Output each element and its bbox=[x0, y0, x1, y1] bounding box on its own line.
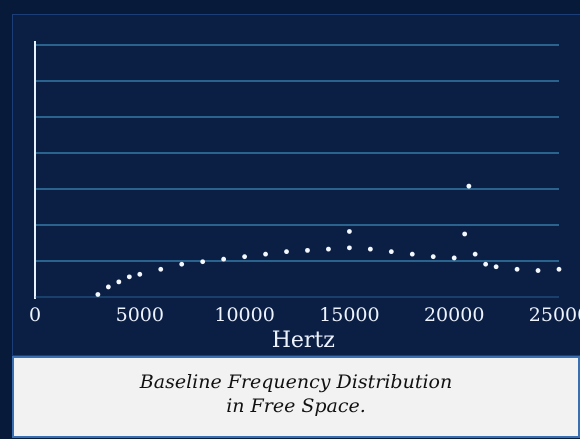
x-tick-label: 25000 bbox=[529, 304, 580, 326]
x-tick-label: 0 bbox=[29, 304, 41, 326]
data-point bbox=[451, 255, 457, 261]
data-point bbox=[430, 254, 436, 260]
data-point bbox=[409, 251, 415, 257]
data-point bbox=[388, 249, 394, 255]
data-point bbox=[284, 249, 289, 255]
x-tick-label: 15000 bbox=[319, 304, 379, 326]
data-point bbox=[126, 274, 132, 280]
data-point bbox=[158, 266, 164, 272]
chart-panel: 0 5000 10000 15000 20000 25000 Hertz bbox=[12, 14, 580, 356]
data-point bbox=[242, 254, 248, 260]
peak-point bbox=[347, 229, 352, 234]
data-point bbox=[472, 251, 478, 257]
caption-line-1: Baseline Frequency Distribution bbox=[139, 371, 453, 393]
data-point bbox=[347, 245, 352, 251]
x-axis-title: Hertz bbox=[272, 328, 335, 353]
data-point bbox=[462, 231, 468, 237]
data-point bbox=[367, 246, 373, 252]
data-point bbox=[95, 292, 101, 297]
spectrum-chart: 0 5000 10000 15000 20000 25000 Hertz bbox=[29, 41, 580, 353]
data-point bbox=[200, 259, 206, 265]
peak-point bbox=[466, 183, 472, 189]
data-point bbox=[179, 261, 185, 267]
data-point bbox=[305, 247, 310, 253]
x-tick-label: 20000 bbox=[424, 304, 484, 326]
data-point bbox=[493, 264, 499, 270]
x-tick-label: 10000 bbox=[214, 304, 274, 326]
data-point bbox=[105, 284, 111, 290]
data-point bbox=[263, 251, 268, 257]
data-point bbox=[556, 266, 562, 272]
data-point bbox=[326, 246, 331, 252]
caption-line-2: in Free Space. bbox=[226, 395, 366, 417]
data-point bbox=[483, 261, 489, 267]
data-point bbox=[221, 256, 227, 262]
data-point bbox=[514, 266, 520, 272]
data-point bbox=[137, 271, 143, 277]
data-point bbox=[535, 268, 541, 273]
data-point bbox=[116, 279, 122, 285]
x-tick-label: 5000 bbox=[116, 304, 164, 326]
caption-box: Baseline Frequency Distribution in Free … bbox=[12, 356, 580, 438]
